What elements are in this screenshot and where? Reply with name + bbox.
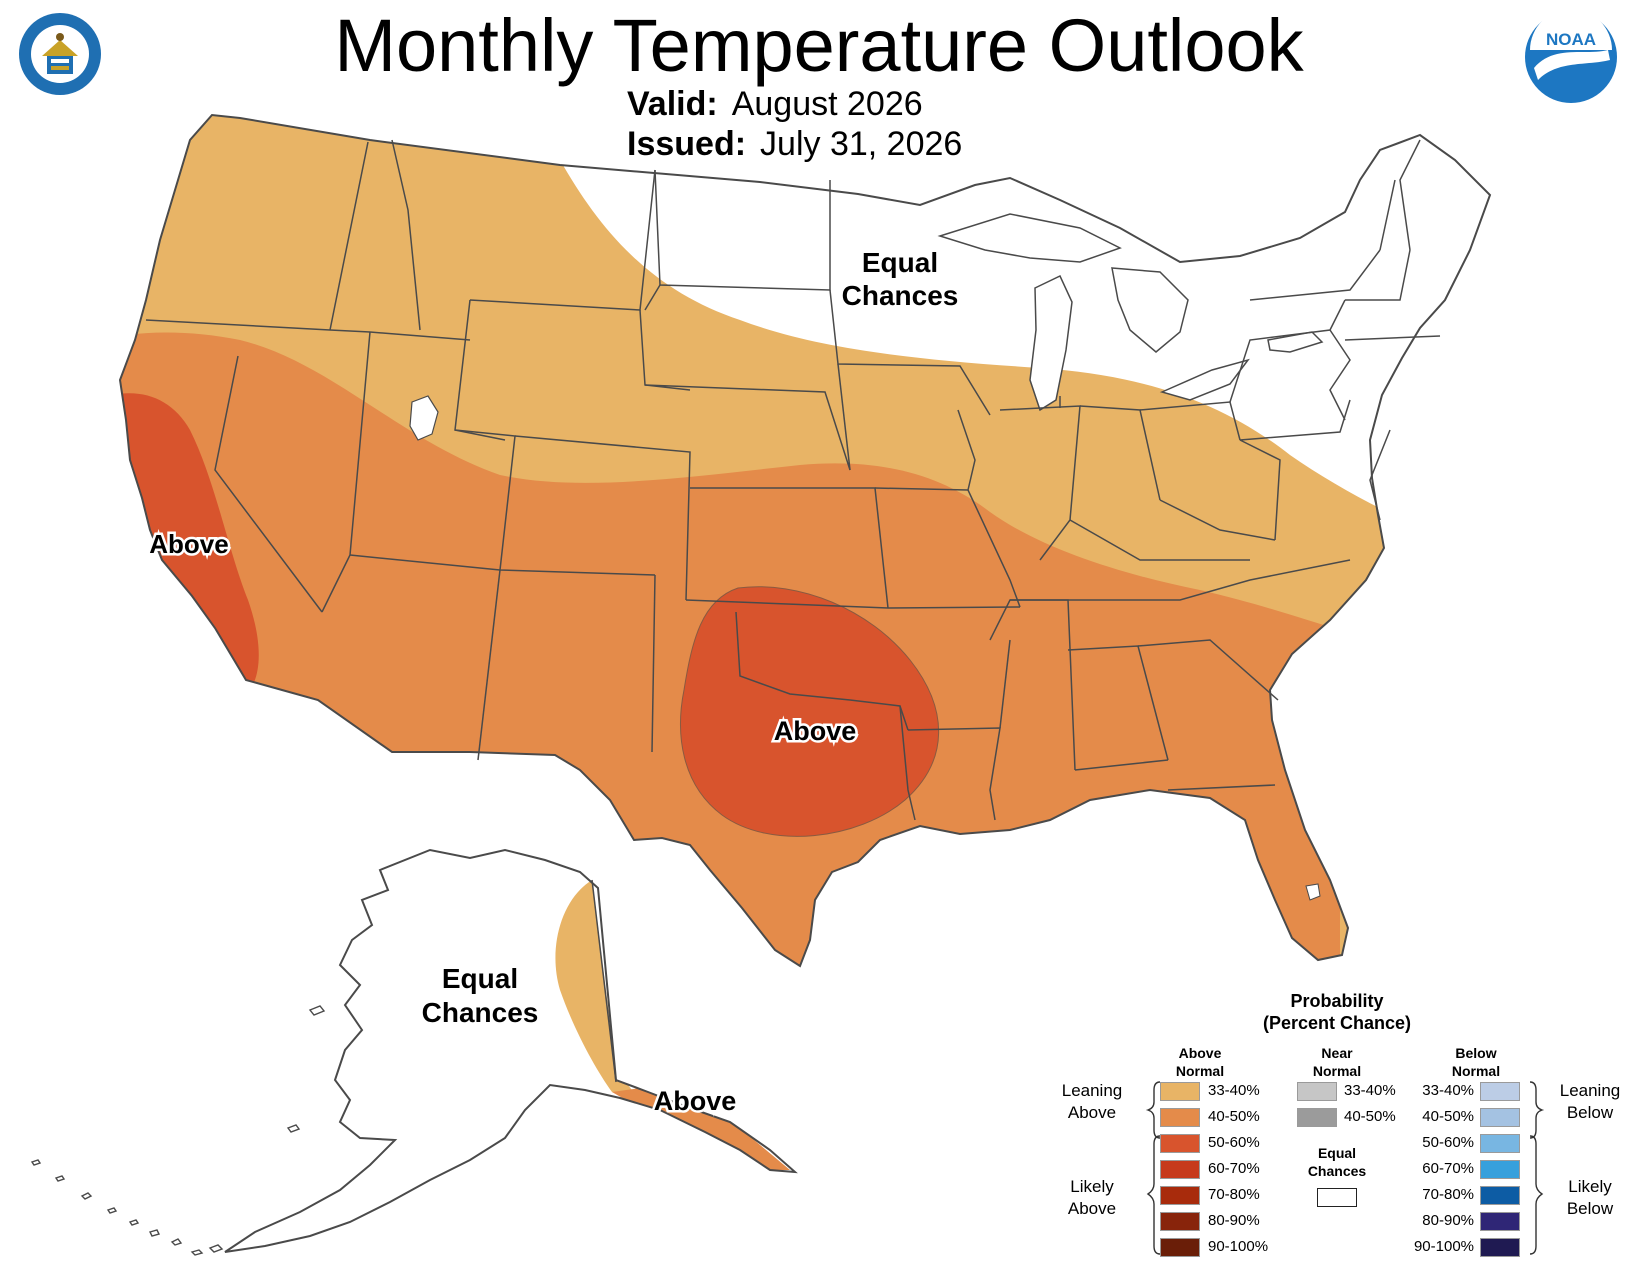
legend-above-50-60%-swatch xyxy=(1160,1134,1200,1153)
legend-near-40-50%-swatch xyxy=(1297,1108,1337,1127)
legend-above-60-70%-label: 60-70% xyxy=(1208,1160,1260,1177)
valid-label: Valid: xyxy=(627,85,718,123)
alaska-divider xyxy=(591,879,617,1083)
legend-col-near-1: Near xyxy=(1321,1045,1353,1061)
great-salt-lake xyxy=(409,395,439,441)
plains-above-label: Above xyxy=(774,716,857,746)
legend-below-40-50%-swatch xyxy=(1480,1108,1520,1127)
legend-above-60-70%-swatch xyxy=(1160,1160,1200,1179)
great-lakes xyxy=(937,213,1324,412)
legend-above-80-90%-swatch xyxy=(1160,1212,1200,1231)
alaska-above-label: Above xyxy=(654,1086,737,1116)
region-above-50-60-plains xyxy=(680,586,940,837)
legend-above-70-80%-swatch xyxy=(1160,1186,1200,1205)
legend-above-33-40%-label: 33-40% xyxy=(1208,1082,1260,1099)
legend-above-80-90%-label: 80-90% xyxy=(1208,1212,1260,1229)
legend-above-90-100%-label: 90-100% xyxy=(1208,1238,1269,1255)
legend-likely-below-1: Likely xyxy=(1568,1177,1612,1196)
aleutian-islands xyxy=(30,1005,326,1256)
legend-below-60-70%-swatch xyxy=(1480,1160,1520,1179)
issued-line: Issued: July 31, 2026 xyxy=(627,124,962,164)
legend-above-50-60%-label: 50-60% xyxy=(1208,1134,1260,1151)
legend-below-50-60%-swatch xyxy=(1480,1134,1520,1153)
legend-leaning-below-1: Leaning xyxy=(1559,1081,1621,1100)
legend-col-above-1: Above xyxy=(1178,1045,1222,1061)
legend-leaning-below-2: Below xyxy=(1566,1103,1614,1122)
legend-below-90-100%-swatch xyxy=(1480,1238,1520,1257)
conus-equal-label-1: Equal xyxy=(862,247,938,278)
legend-below-60-70%-label: 60-70% xyxy=(1422,1160,1474,1177)
legend-equal-2: Chances xyxy=(1307,1163,1367,1179)
legend-col-below-1: Below xyxy=(1455,1045,1497,1061)
legend-col-above-2: Normal xyxy=(1175,1063,1225,1079)
legend-below-70-80%-label: 70-80% xyxy=(1422,1186,1474,1203)
legend-above-90-100%-swatch xyxy=(1160,1238,1200,1257)
legend-below-33-40%-label: 33-40% xyxy=(1422,1082,1474,1099)
legend-near-33-40%-swatch xyxy=(1297,1082,1337,1101)
legend-braces xyxy=(1145,1081,1545,1255)
legend-above-40-50%-label: 40-50% xyxy=(1208,1108,1260,1125)
conus-equal-label-2: Chances xyxy=(842,280,959,311)
state-boundaries xyxy=(145,139,1441,821)
legend-above-40-50%-swatch xyxy=(1160,1108,1200,1127)
west-coast-above-label: Above xyxy=(149,529,228,559)
alaska-equal-label-1: Equal xyxy=(442,963,518,994)
noaa-logo: NOAA xyxy=(1525,10,1617,103)
valid-value: August 2026 xyxy=(731,85,923,123)
legend-col-near-2: Normal xyxy=(1312,1063,1362,1079)
legend-above-70-80%-label: 70-80% xyxy=(1208,1186,1260,1203)
alaska-leaning-above xyxy=(555,880,640,1100)
legend-likely-above-2: Above xyxy=(1067,1199,1117,1218)
legend-likely-above-1: Likely xyxy=(1070,1177,1114,1196)
legend-equal-1: Equal xyxy=(1317,1145,1357,1161)
legend-col-below-2: Normal xyxy=(1451,1063,1501,1079)
alaska-equal-label-2: Chances xyxy=(422,997,539,1028)
legend-leaning-above-1: Leaning xyxy=(1061,1081,1123,1100)
legend-near-33-40%-label: 33-40% xyxy=(1344,1082,1396,1099)
issued-value: July 31, 2026 xyxy=(760,125,963,163)
legend-below-80-90%-swatch xyxy=(1480,1212,1520,1231)
legend-title-line2: (Percent Chance) xyxy=(1262,1013,1412,1033)
page-title: Monthly Temperature Outlook xyxy=(334,4,1304,87)
legend-title-line1: Probability xyxy=(1290,991,1384,1011)
legend-likely-below-2: Below xyxy=(1566,1199,1614,1218)
alaska-base xyxy=(225,850,795,1252)
legend-below-50-60%-label: 50-60% xyxy=(1422,1134,1474,1151)
legend-below-33-40%-swatch xyxy=(1480,1082,1520,1101)
legend-below-40-50%-label: 40-50% xyxy=(1422,1108,1474,1125)
valid-line: Valid: August 2026 xyxy=(627,84,923,124)
legend-below-70-80%-swatch xyxy=(1480,1186,1520,1205)
legend-below-80-90%-label: 80-90% xyxy=(1422,1212,1474,1229)
legend-leaning-above-2: Above xyxy=(1067,1103,1117,1122)
department-of-commerce-seal xyxy=(19,13,101,95)
map-labels: Equal Chances Above Above Equal Chances … xyxy=(147,247,959,1119)
lake-okeechobee xyxy=(1305,883,1321,901)
legend-below-90-100%-label: 90-100% xyxy=(1413,1238,1474,1255)
legend-above-33-40%-swatch xyxy=(1160,1082,1200,1101)
noaa-logo-text: NOAA xyxy=(1546,30,1596,49)
legend-near-40-50%-label: 40-50% xyxy=(1344,1108,1396,1125)
legend-equal-swatch xyxy=(1317,1188,1357,1207)
issued-label: Issued: xyxy=(627,125,747,163)
